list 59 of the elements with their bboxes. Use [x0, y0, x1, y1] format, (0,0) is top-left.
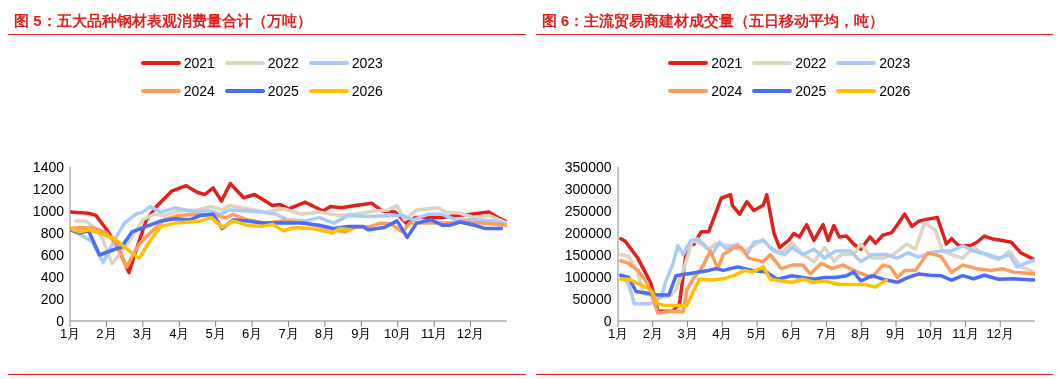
- x-tick-label: 4月: [169, 326, 190, 342]
- y-tick-label: 1200: [32, 180, 64, 198]
- legend-label: 2024: [711, 83, 743, 99]
- legend-label: 2023: [351, 55, 383, 71]
- x-tick-label: 8月: [314, 326, 336, 342]
- y-tick-label: 400: [40, 268, 64, 286]
- y-tick-label: 250000: [564, 202, 612, 220]
- y-tick-label: 300000: [564, 180, 612, 198]
- x-tick-label: 2月: [96, 326, 117, 342]
- y-tick-label: 1000: [32, 202, 64, 220]
- x-tick-label: 3月: [676, 326, 698, 342]
- legend-label: 2022: [795, 55, 827, 71]
- chart-title: 图 5：五大品种钢材表观消费量合计（万吨）: [8, 8, 526, 35]
- x-tick-label: 12月: [986, 326, 1014, 342]
- x-tick-label: 4月: [711, 326, 732, 342]
- legend-label: 2022: [267, 55, 299, 71]
- x-tick-label: 5月: [746, 326, 767, 342]
- y-tick-label: 200000: [564, 224, 612, 242]
- line-series: [70, 215, 352, 261]
- y-tick-label: 200: [40, 290, 64, 308]
- x-tick-label: 11月: [951, 326, 979, 342]
- y-tick-label: 350000: [564, 158, 612, 176]
- y-tick-label: 0: [603, 312, 612, 329]
- legend-label: 2025: [267, 83, 299, 99]
- legend-label: 2021: [183, 55, 215, 71]
- x-tick-label: 11月: [420, 326, 448, 342]
- x-tick-label: 6月: [781, 326, 802, 342]
- x-tick-label: 10月: [916, 326, 944, 342]
- line-series: [618, 265, 888, 308]
- legend-label: 2024: [183, 83, 215, 99]
- y-tick-label: 100000: [564, 268, 612, 286]
- y-tick-label: 150000: [564, 246, 612, 264]
- line-series: [618, 236, 1035, 306]
- legend-label: 2025: [795, 83, 827, 99]
- x-tick-label: 8月: [850, 326, 871, 342]
- x-tick-label: 9月: [885, 326, 906, 342]
- x-tick-label: 9月: [351, 326, 372, 342]
- x-tick-label: 12月: [456, 326, 485, 342]
- legend-label: 2023: [879, 55, 911, 71]
- x-tick-label: 10月: [384, 326, 412, 342]
- x-tick-label: 7月: [278, 326, 299, 342]
- legend-label: 2021: [711, 55, 743, 71]
- line-series: [618, 245, 1035, 315]
- y-tick-label: 50000: [572, 290, 612, 308]
- x-tick-label: 1月: [607, 326, 628, 342]
- x-tick-label: 2月: [642, 326, 663, 342]
- chart-title: 图 6：主流贸易商建材成交量（五日移动平均，吨）: [535, 8, 1053, 35]
- y-tick-label: 0: [56, 312, 64, 329]
- legend-label: 2026: [351, 83, 383, 99]
- y-tick-label: 600: [40, 246, 64, 264]
- legend-label: 2026: [879, 83, 911, 99]
- x-tick-label: 3月: [132, 326, 153, 342]
- y-tick-label: 1400: [32, 158, 64, 176]
- line-series: [618, 265, 1035, 297]
- x-tick-label: 7月: [815, 326, 837, 342]
- y-tick-label: 800: [40, 224, 64, 242]
- x-tick-label: 6月: [241, 326, 263, 342]
- x-tick-label: 5月: [205, 326, 226, 342]
- x-tick-label: 1月: [59, 326, 81, 342]
